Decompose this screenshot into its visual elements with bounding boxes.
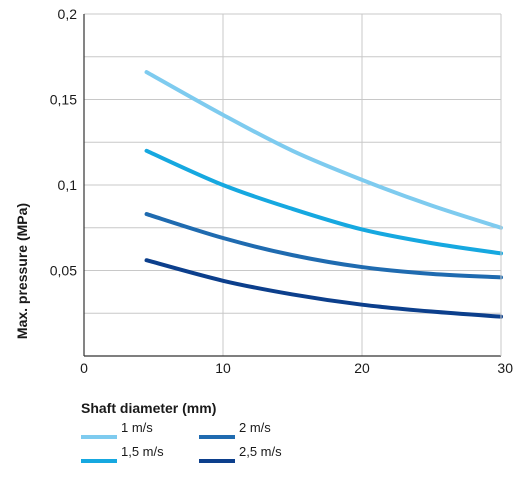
x-tick-label: 30	[497, 360, 513, 376]
x-tick-label: 0	[80, 360, 88, 376]
x-axis-title: Shaft diameter (mm)	[81, 400, 216, 416]
y-tick-label: 0,1	[58, 177, 78, 193]
x-tick-label: 10	[215, 360, 231, 376]
series-line-1	[144, 70, 503, 230]
legend-label: 2 m/s	[239, 420, 271, 435]
legend-label: 2,5 m/s	[239, 444, 282, 459]
legend-label: 1,5 m/s	[121, 444, 164, 459]
y-tick-label: 0,15	[50, 92, 77, 108]
y-tick-label: 0,05	[50, 263, 77, 279]
legend: 1 m/s 1,5 m/s 2 m/s 2,5 m/s	[81, 420, 282, 463]
y-axis-title: Max. pressure (MPa)	[14, 203, 30, 339]
legend-label: 1 m/s	[121, 420, 153, 435]
x-tick-label: 20	[354, 360, 370, 376]
y-tick-label: 0,2	[58, 6, 78, 22]
series-line-3	[144, 212, 503, 280]
series-line-2	[144, 148, 503, 256]
series-line-4	[144, 258, 503, 319]
